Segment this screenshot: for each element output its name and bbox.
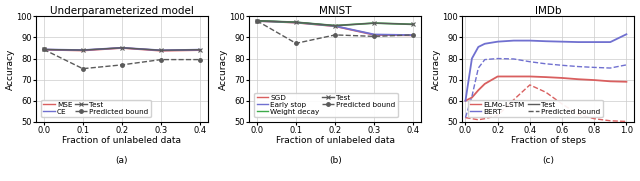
Legend: MSE, CE, Test, Predicted bound: MSE, CE, Test, Predicted bound — [41, 100, 150, 117]
Legend: ELMo-LSTM, BERT, Test, Predicted bound: ELMo-LSTM, BERT, Test, Predicted bound — [468, 100, 603, 117]
Y-axis label: Accuracy: Accuracy — [219, 48, 228, 90]
Y-axis label: Accuracy: Accuracy — [432, 48, 441, 90]
Text: (a): (a) — [116, 156, 128, 165]
X-axis label: Fraction of steps: Fraction of steps — [511, 136, 586, 145]
X-axis label: Fraction of unlabeled data: Fraction of unlabeled data — [276, 136, 395, 145]
Text: (c): (c) — [542, 156, 554, 165]
Title: Underparameterized model: Underparameterized model — [50, 6, 194, 16]
Title: IMDb: IMDb — [535, 6, 561, 16]
X-axis label: Fraction of unlabeled data: Fraction of unlabeled data — [63, 136, 182, 145]
Legend: SGD, Early stop, Weight decay, Test, Predicted bound: SGD, Early stop, Weight decay, Test, Pre… — [254, 92, 397, 117]
Title: MNIST: MNIST — [319, 6, 351, 16]
Text: (b): (b) — [329, 156, 342, 165]
Y-axis label: Accuracy: Accuracy — [6, 48, 15, 90]
